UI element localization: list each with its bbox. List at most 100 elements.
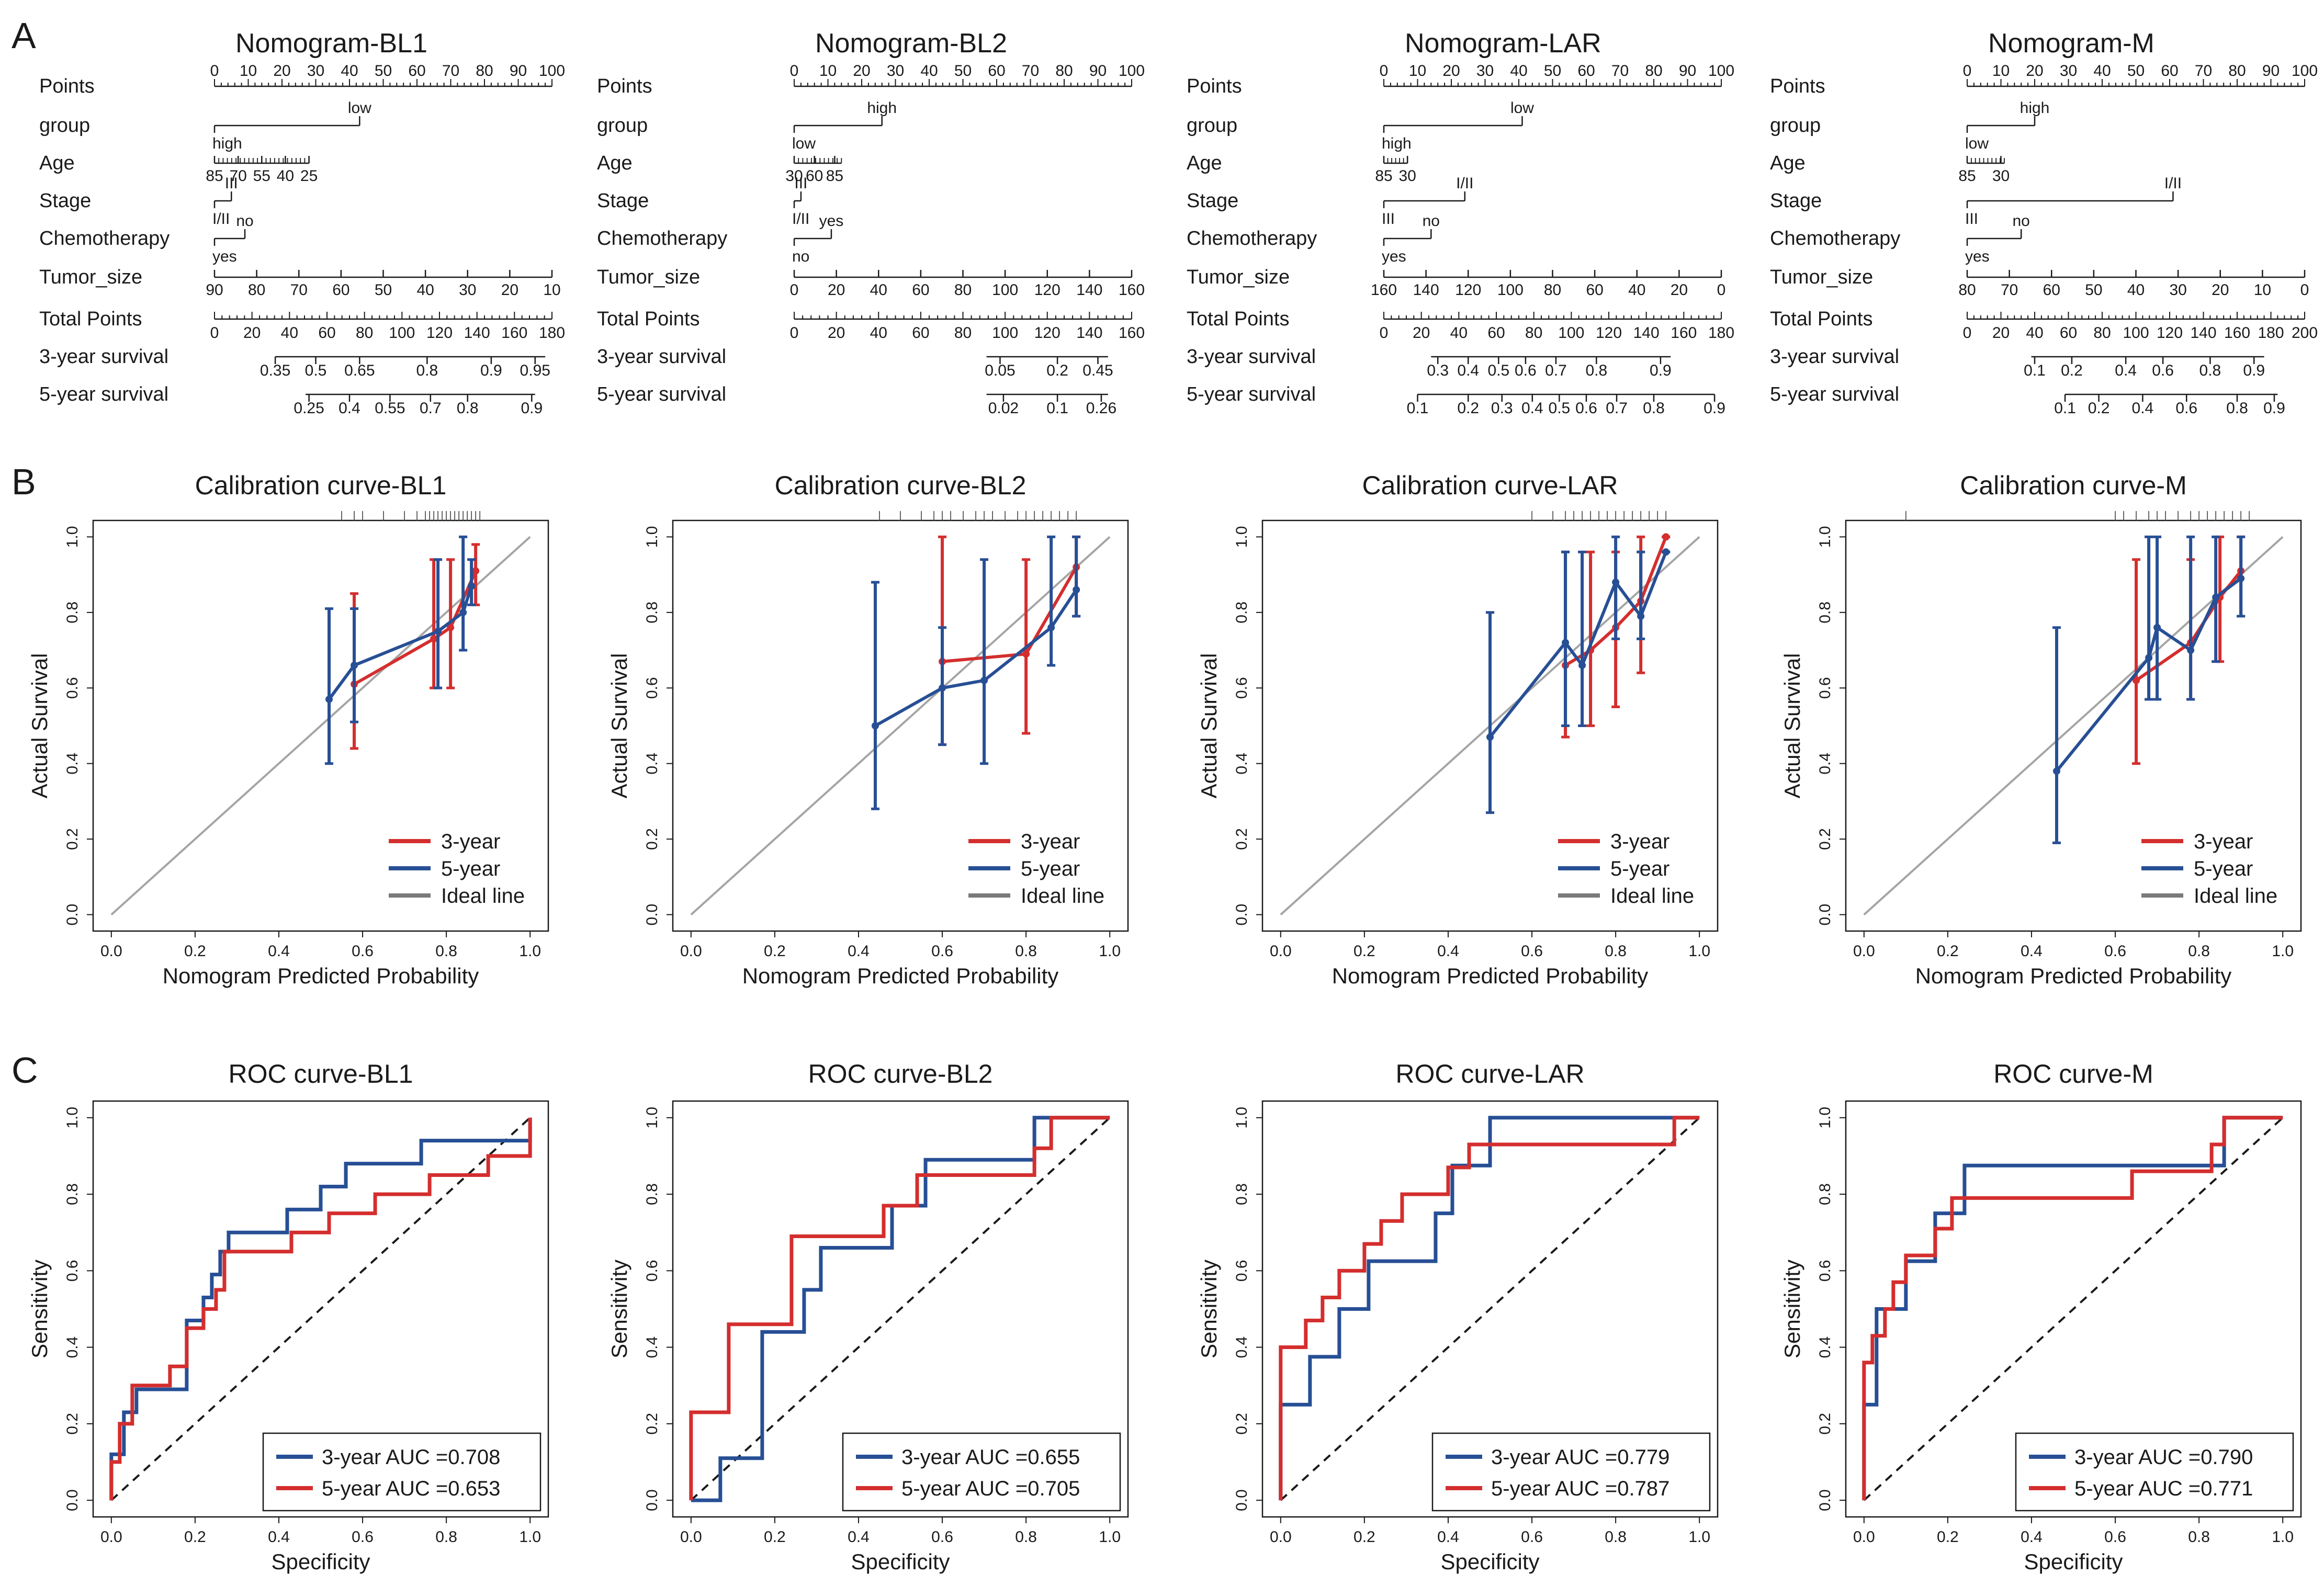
y-axis-label: Sensitivity [27, 1260, 52, 1358]
data-point [1073, 586, 1080, 594]
variable-level-label: 40 [870, 281, 887, 299]
data-point [472, 567, 480, 575]
variable-level-label: no [792, 248, 809, 265]
nomogram-LAR: Nomogram-LAR Points group Age Stage Chemother… [1187, 28, 1734, 417]
x-axis-tick-label: 0.0 [100, 943, 122, 960]
legend-label: 3-year [1610, 830, 1669, 853]
legend-label: 3-year [441, 830, 500, 853]
variable-level-label: 30 [2169, 281, 2186, 299]
legend-label: 3-year [1021, 830, 1080, 853]
calibration-row: Calibration curve-BL1 0.0 0.0 0.2 0.2 0.4 0.4 0… [27, 471, 2302, 988]
variable-level-label: 85 [206, 167, 223, 185]
data-point [1022, 650, 1030, 658]
y-axis-tick-label: 0.0 [1817, 904, 1834, 926]
x-axis-label: Nomogram Predicted Probability [163, 963, 479, 988]
y-axis-tick-label: 1.0 [64, 526, 81, 548]
total-points-label: 180 [2258, 324, 2284, 342]
total-points-label: 100 [2123, 324, 2149, 342]
chart-title: ROC curve-BL2 [808, 1059, 993, 1089]
y-axis-label: Sensitivity [1197, 1260, 1221, 1358]
points-tick-label: 50 [954, 62, 972, 80]
survival-tick-label: 0.7 [420, 400, 442, 417]
survival-tick-label: 0.26 [1086, 400, 1116, 417]
points-tick-label: 100 [1708, 62, 1734, 80]
variable-level-label: 160 [1371, 281, 1397, 299]
variable-level-label: yes [1382, 248, 1406, 265]
chart-title: Calibration curve-M [1960, 471, 2186, 500]
nomogram-row-label: 3-year survival [597, 346, 726, 368]
auc-label: 3-year AUC =0.790 [2074, 1446, 2253, 1469]
x-axis-tick-label: 0.0 [1270, 1528, 1292, 1546]
nomogram-row-label: 5-year survival [1770, 383, 1899, 405]
y-axis-tick-label: 0.8 [1233, 602, 1250, 624]
nomogram-row-label: Chemotherapy [1770, 228, 1900, 250]
y-axis-tick-label: 0.2 [1817, 828, 1834, 850]
ideal-line [690, 536, 1111, 916]
y-axis-tick-label: 0.8 [1817, 602, 1834, 624]
nomogram-row-label: Age [39, 152, 75, 174]
total-points-label: 40 [870, 324, 887, 342]
y-axis-tick-label: 0.2 [644, 828, 661, 850]
chart-title: Calibration curve-BL1 [195, 471, 447, 500]
survival-tick-label: 0.1 [2024, 362, 2046, 379]
legend-label: 5-year [1021, 857, 1080, 880]
auc-legend-box [2015, 1432, 2294, 1512]
y-axis-tick-label: 0.6 [64, 677, 81, 699]
variable-level-label: 60 [912, 281, 929, 299]
survival-tick-label: 0.2 [1457, 400, 1479, 417]
points-tick-label: 70 [1022, 62, 1039, 80]
plot-frame [1845, 1100, 2302, 1518]
y-axis-tick-label: 0.4 [1233, 753, 1250, 775]
x-axis-tick-label: 0.6 [2104, 943, 2126, 960]
points-tick-label: 30 [307, 62, 324, 80]
plot-frame [92, 1100, 549, 1518]
calibration-chart-1: Calibration curve-BL2 0.0 0.0 0.2 0.2 0.4 0.4 0… [607, 471, 1129, 988]
y-axis-tick-label: 0.8 [64, 1183, 81, 1205]
total-points-label: 160 [501, 324, 527, 342]
variable-level-label: I/II [212, 210, 230, 228]
nomogram-row-label: 5-year survival [1187, 383, 1316, 405]
y-axis-label: Actual Survival [607, 653, 631, 799]
points-tick-label: 90 [1679, 62, 1696, 80]
survival-tick-label: 0.2 [1046, 362, 1068, 379]
variable-level-label: 90 [206, 281, 223, 299]
x-axis-tick-label: 1.0 [2272, 943, 2294, 960]
nomogram-row-label: Total Points [597, 308, 700, 330]
y-axis-tick-label: 0.8 [644, 602, 661, 624]
y-axis-tick-label: 0.8 [1233, 1183, 1250, 1205]
calibration-chart-3: Calibration curve-M 0.0 0.0 0.2 0.2 0.4 0.4 0.6… [1780, 471, 2302, 988]
points-tick-label: 50 [1544, 62, 1561, 80]
nomogram-title: Nomogram-BL2 [815, 28, 1007, 59]
points-tick-label: 60 [2161, 62, 2178, 80]
nomogram-row-label: Points [39, 75, 95, 97]
nomogram-row-label: group [39, 115, 90, 137]
nomogram-row-label: Points [597, 75, 652, 97]
variable-level-label: 70 [2001, 281, 2018, 299]
y-axis-label: Sensitivity [607, 1260, 631, 1358]
total-points-label: 0 [1380, 324, 1389, 342]
auc-label: 3-year AUC =0.708 [322, 1446, 500, 1469]
x-axis-tick-label: 0.8 [1605, 1528, 1627, 1546]
data-point [980, 676, 988, 684]
variable-level-label: 60 [2043, 281, 2060, 299]
total-points-label: 80 [356, 324, 373, 342]
nomogram-row-label: 5-year survival [39, 383, 168, 405]
y-axis-tick-label: 0.0 [64, 1489, 81, 1511]
plot-frame [1845, 519, 2302, 932]
y-axis-tick-label: 1.0 [1233, 1107, 1250, 1129]
data-point [2153, 624, 2161, 631]
points-tick-label: 60 [988, 62, 1005, 80]
x-axis-tick-label: 0.6 [931, 1528, 953, 1546]
survival-tick-label: 0.9 [521, 400, 543, 417]
data-point [325, 695, 333, 703]
survival-tick-label: 0.9 [2243, 362, 2265, 379]
total-points-label: 120 [1596, 324, 1622, 342]
points-tick-label: 80 [1055, 62, 1073, 80]
points-tick-label: 0 [790, 62, 799, 80]
survival-tick-label: 0.9 [2263, 400, 2285, 417]
chance-diagonal [1863, 1117, 2284, 1501]
chart-title: Calibration curve-BL2 [775, 471, 1026, 500]
variable-level-label: low [792, 135, 816, 152]
legend-label: Ideal line [1610, 885, 1694, 908]
